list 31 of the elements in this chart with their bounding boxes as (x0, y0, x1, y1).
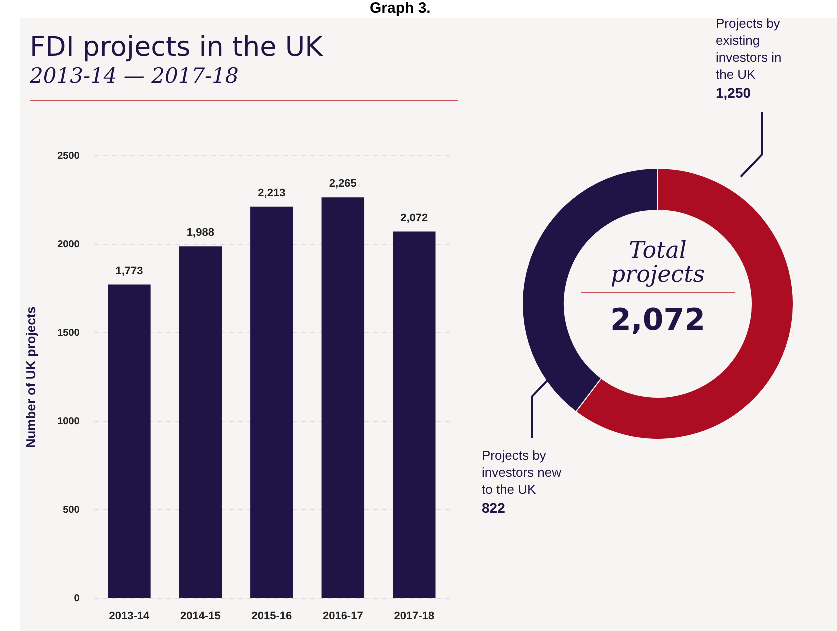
data-label: 822 (482, 500, 506, 516)
chart-title: FDI projects in the UK (30, 32, 323, 63)
data-label: 1,988 (186, 227, 214, 240)
y-tick-label: 2500 (58, 150, 80, 162)
text: Total projects (610, 238, 706, 288)
y-tick-label: 0 (74, 594, 80, 605)
x-tick-label: 2014-15 (180, 610, 221, 622)
data-label: 2,213 (258, 187, 286, 200)
slice-label: Projects by investors new to the UK (482, 448, 562, 498)
x-tick-label: 2013-14 (109, 610, 151, 622)
y-tick-label: 1500 (58, 328, 80, 339)
slice-label: Projects by existing investors in the UK (716, 16, 782, 82)
data-label: 2,265 (329, 178, 357, 190)
x-tick-label: 2017-18 (394, 610, 435, 622)
bar (179, 246, 222, 598)
y-tick-label: 2000 (58, 239, 80, 250)
bar (393, 232, 436, 598)
chart-subtitle: 2013-14 — 2017-18 (30, 64, 239, 88)
bar (250, 206, 294, 598)
data-label: 1,773 (116, 265, 144, 278)
x-tick-label: 2015-16 (252, 610, 292, 622)
data-label: 2,072 (400, 212, 428, 224)
text: 2,072 (610, 303, 706, 338)
caption: Graph 3. (370, 0, 431, 17)
bar (322, 198, 365, 598)
y-tick-label: 1000 (58, 416, 80, 428)
bar (108, 284, 151, 598)
x-tick-label: 2016-17 (322, 610, 364, 622)
y-axis-title: Number of UK projects (23, 306, 38, 448)
data-label: 1,250 (716, 84, 752, 101)
y-tick-label: 500 (63, 504, 80, 516)
